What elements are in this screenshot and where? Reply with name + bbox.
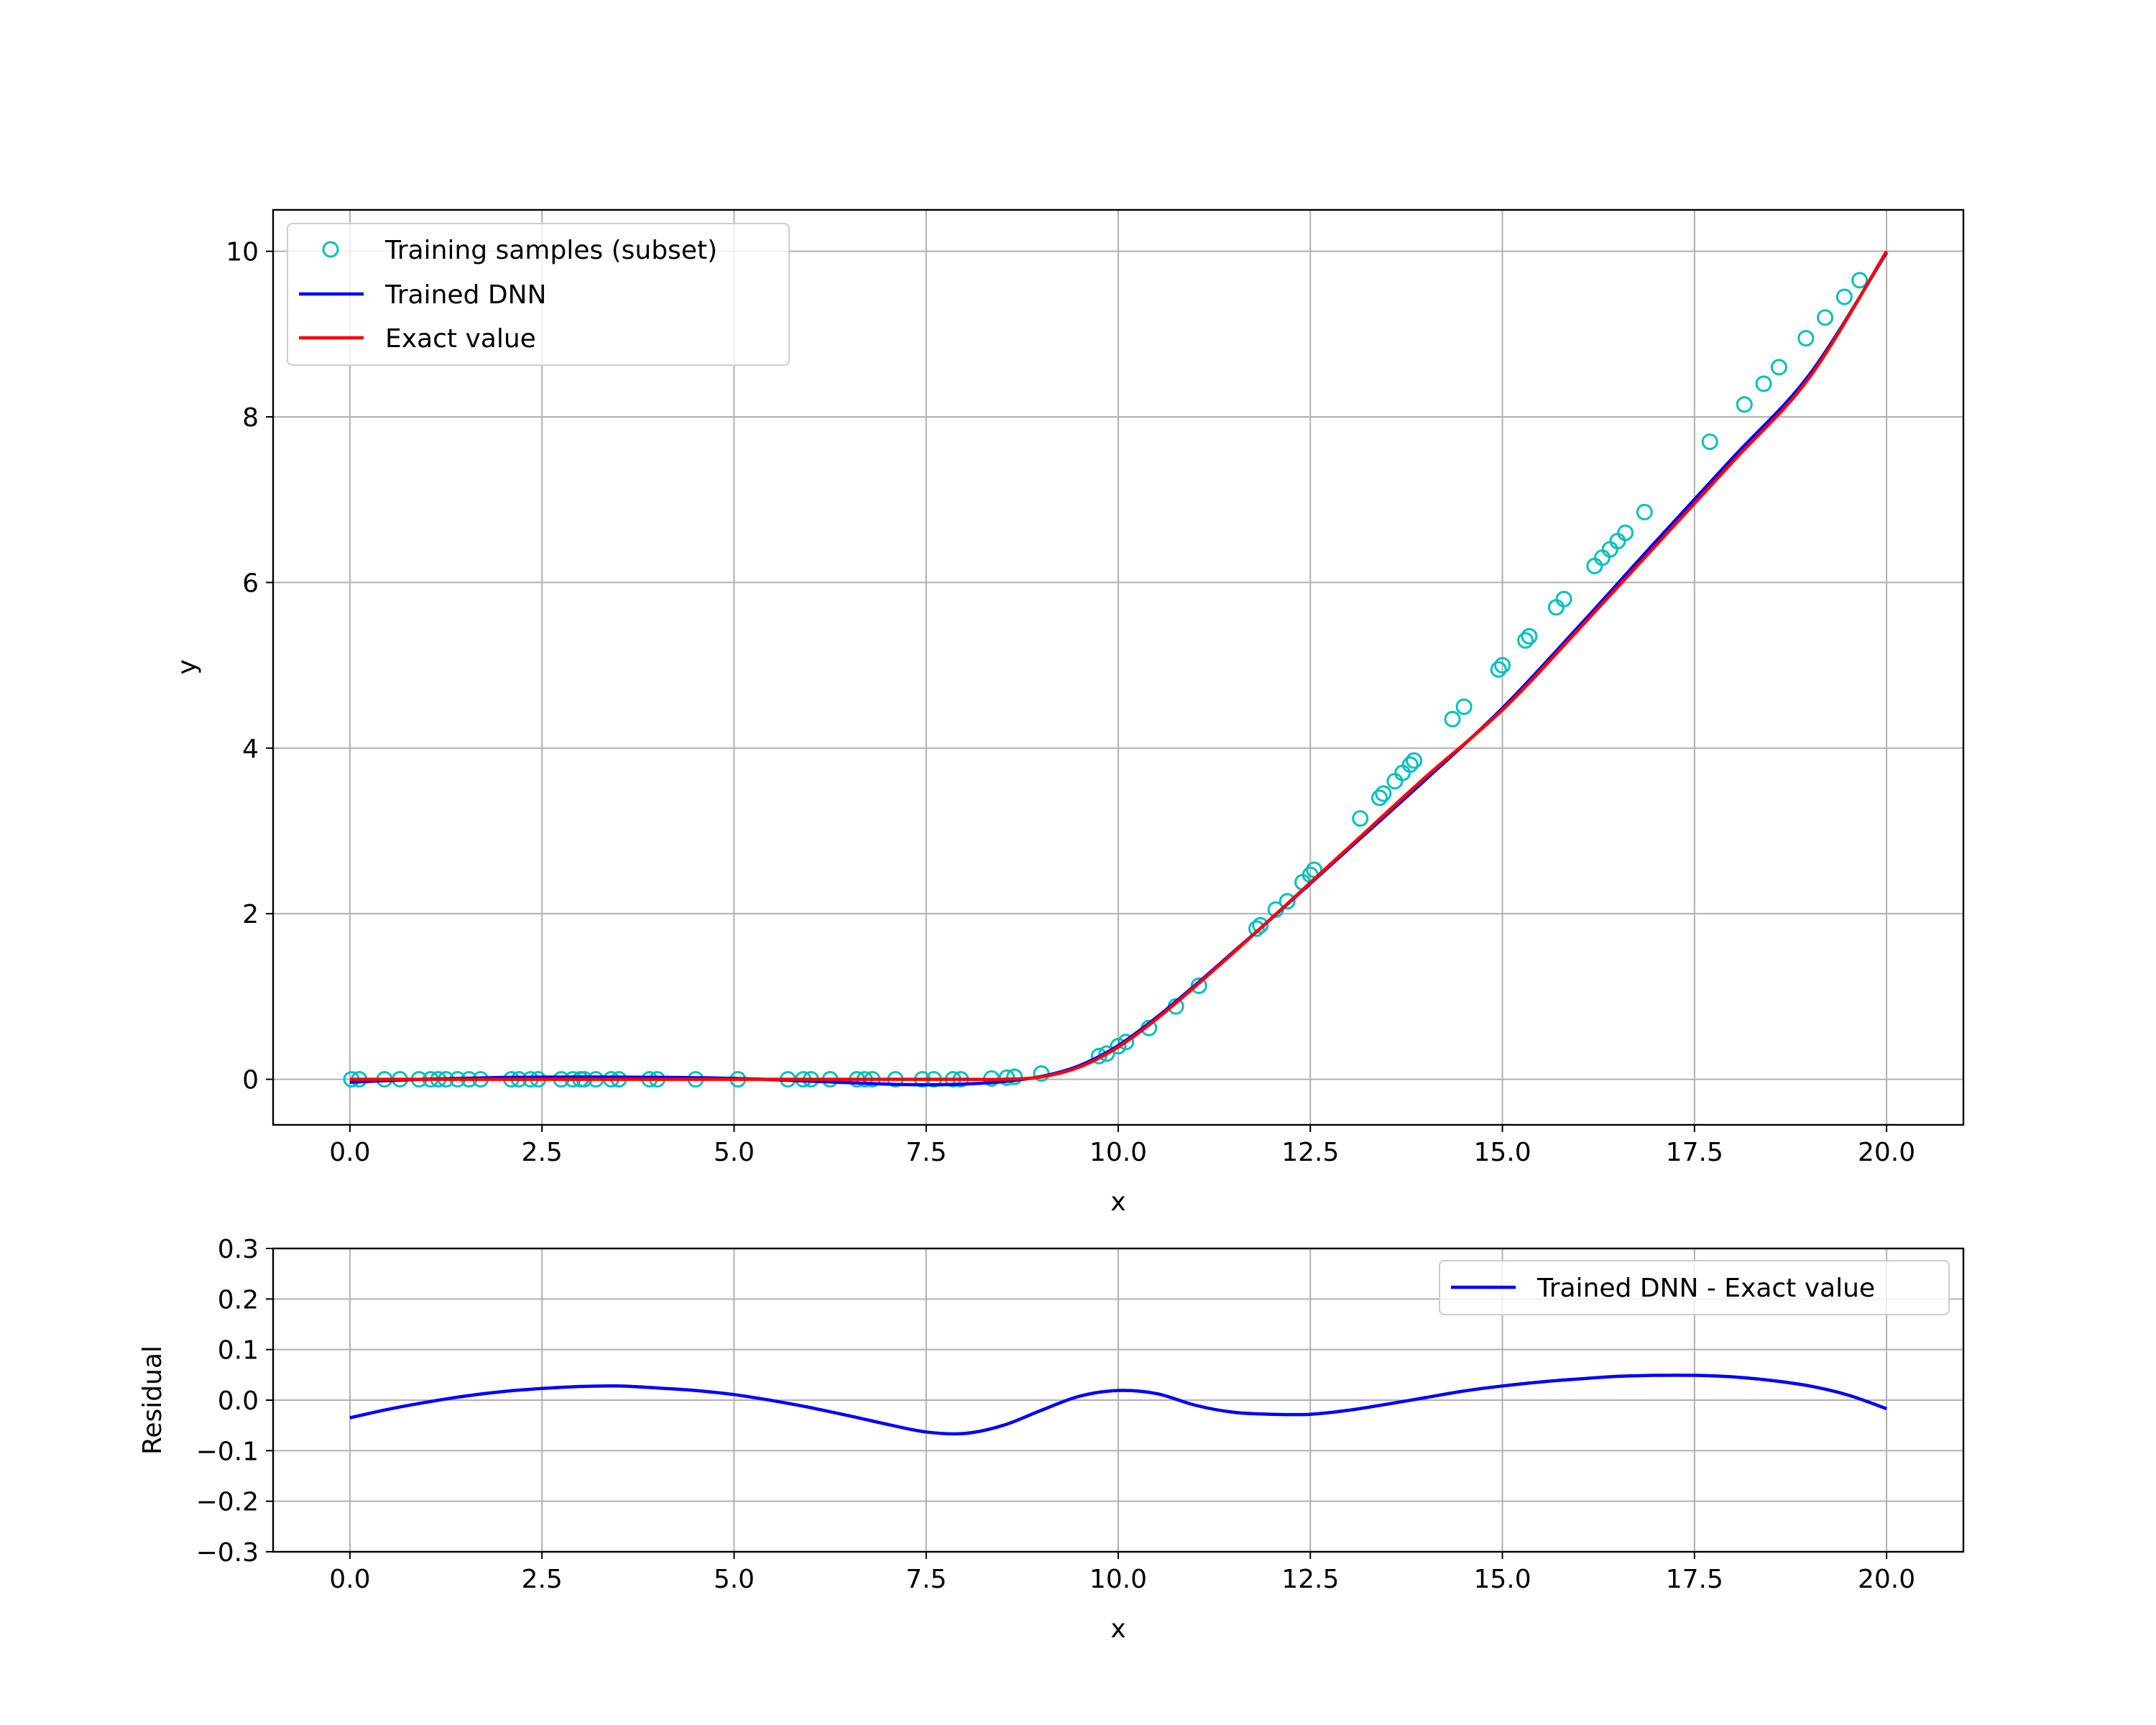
x-tick-label: 12.5 [1281, 1138, 1339, 1167]
data-point [1406, 752, 1423, 769]
x-axis-label: x [1110, 1614, 1125, 1644]
data-point [1617, 524, 1634, 541]
legend: Training samples (subset) Trained DNN Ex… [287, 223, 790, 366]
main-plot: 0.0 2.5 5.0 7.5 10.0 12.5 15.0 17.5 20.00246810 … [172, 208, 1965, 1217]
data-point [1118, 1034, 1135, 1051]
data-point [1521, 627, 1538, 645]
data-point [1701, 433, 1718, 451]
x-tick-label: 17.5 [1666, 1565, 1723, 1594]
data-point [1517, 632, 1534, 649]
data-point [1098, 1045, 1115, 1062]
data-point [1636, 503, 1653, 520]
y-axis-label: y [172, 659, 202, 674]
x-tick-label: 0.0 [329, 1138, 370, 1167]
data-point [1279, 893, 1296, 910]
legend-label-exact: Exact value [385, 324, 536, 354]
x-tick-label: 7.5 [906, 1565, 946, 1594]
series-training-samples-subset [343, 272, 1869, 1088]
y-tick-label: 0.1 [218, 1336, 259, 1366]
legend-label-dnn: Trained DNN [384, 280, 546, 310]
data-point [1401, 756, 1419, 773]
y-tick-label: 8 [242, 403, 259, 433]
legend-box [287, 223, 790, 366]
y-tick-label: 10 [226, 238, 259, 267]
x-tick-label: 0.0 [329, 1565, 370, 1594]
y-tick-label: 0.2 [218, 1285, 259, 1315]
data-point [1352, 810, 1369, 827]
x-tick-label: 17.5 [1666, 1138, 1723, 1167]
y-tick-label: −0.1 [196, 1437, 259, 1466]
ticks: 0.0 2.5 5.0 7.5 10.0 12.5 15.0 17.5 20.0 −0.3 −0.2… [196, 1235, 1916, 1594]
x-tick-label: 7.5 [906, 1138, 946, 1167]
plot-series [349, 1374, 1887, 1436]
x-tick-label: 20.0 [1858, 1565, 1915, 1594]
series-line-trained-dnn-exact-value [349, 1374, 1887, 1436]
data-point [1370, 789, 1388, 806]
x-tick-label: 2.5 [522, 1565, 563, 1594]
x-tick-label: 5.0 [714, 1138, 755, 1167]
x-tick-label: 10.0 [1089, 1565, 1147, 1594]
data-point [1444, 711, 1461, 728]
data-point [1555, 590, 1572, 607]
data-point [1455, 698, 1473, 715]
y-tick-label: −0.3 [196, 1538, 259, 1568]
data-point [1835, 288, 1853, 305]
y-tick-label: 2 [242, 900, 259, 929]
y-tick-label: 0.0 [218, 1386, 259, 1416]
residual-plot: 0.0 2.5 5.0 7.5 10.0 12.5 15.0 17.5 20.0 −0.3 −0.2… [138, 1235, 1965, 1644]
legend: Trained DNN - Exact value [1439, 1260, 1950, 1315]
data-point [1490, 661, 1507, 678]
x-tick-label: 15.0 [1473, 1565, 1531, 1594]
y-tick-label: −0.2 [196, 1488, 259, 1517]
x-tick-label: 15.0 [1473, 1138, 1531, 1167]
plot-series [343, 250, 1889, 1088]
y-tick-label: 0.3 [218, 1235, 259, 1264]
data-point [1494, 657, 1511, 674]
x-tick-label: 20.0 [1858, 1138, 1915, 1167]
data-point [1090, 1047, 1107, 1064]
x-tick-label: 10.0 [1089, 1138, 1147, 1167]
data-point [1375, 785, 1392, 802]
x-tick-label: 12.5 [1281, 1565, 1339, 1594]
data-point [1248, 920, 1265, 937]
legend-box [1439, 1260, 1950, 1315]
y-tick-label: 0 [242, 1066, 259, 1095]
data-point [1817, 309, 1834, 326]
data-point [1006, 1068, 1023, 1085]
y-tick-label: 4 [242, 735, 259, 764]
data-point [1797, 330, 1815, 347]
data-point [1770, 359, 1787, 376]
x-axis-label: x [1110, 1187, 1125, 1217]
y-tick-label: 6 [242, 569, 259, 598]
data-point [1736, 396, 1753, 413]
y-axis-label: Residual [138, 1346, 167, 1455]
data-point [1851, 272, 1869, 289]
x-tick-label: 2.5 [522, 1138, 563, 1167]
data-point [1190, 977, 1207, 994]
data-point [1252, 916, 1269, 934]
ticks: 0.0 2.5 5.0 7.5 10.0 12.5 15.0 17.5 20.0 0 2 4 6 8 10 [226, 238, 1915, 1167]
x-tick-label: 5.0 [714, 1565, 755, 1594]
series-line-exact-value [349, 250, 1889, 1082]
legend-marker-training [322, 241, 339, 258]
data-point [1755, 375, 1772, 392]
data-point [1110, 1038, 1127, 1055]
legend-label-training: Training samples (subset) [384, 236, 717, 265]
legend-label-residual: Trained DNN - Exact value [1537, 1274, 1875, 1303]
